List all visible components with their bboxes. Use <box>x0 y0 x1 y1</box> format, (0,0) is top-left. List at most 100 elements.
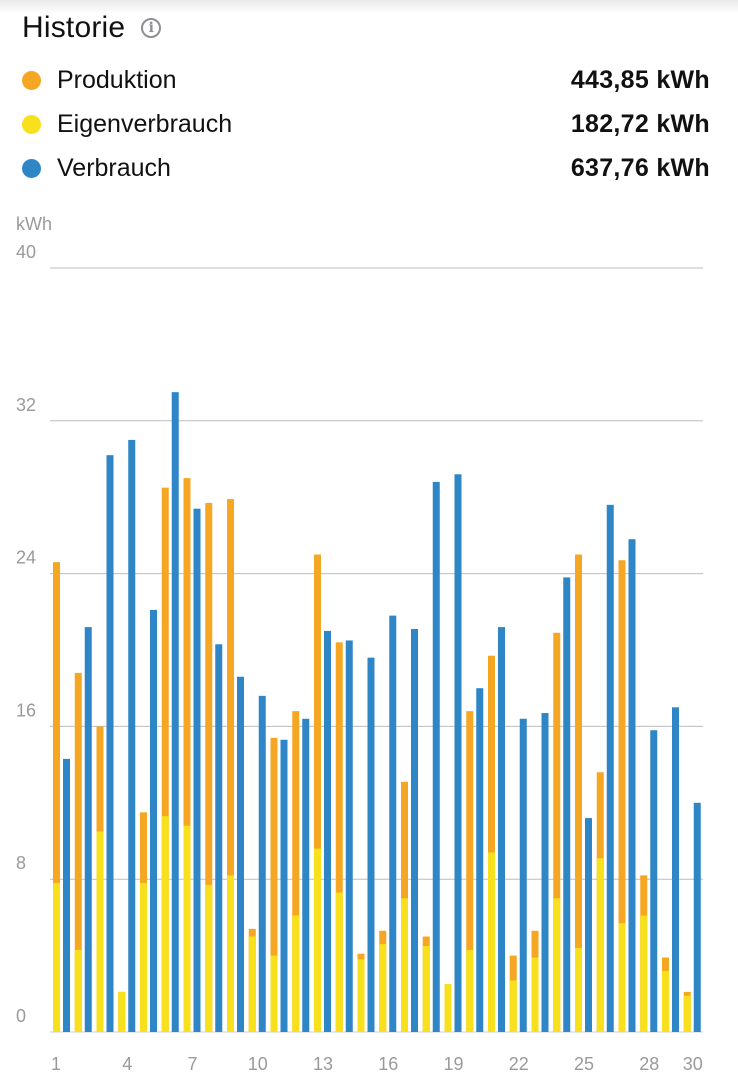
bar-verbrauch-15 <box>367 657 375 1032</box>
page-title: Historie <box>22 11 126 44</box>
y-tick-label-16: 16 <box>16 700 36 720</box>
bar-eigenverbrauch-25 <box>575 947 582 1032</box>
bar-verbrauch-28 <box>650 730 658 1032</box>
bar-eigenverbrauch-23 <box>531 957 539 1032</box>
x-tick-label-25: 25 <box>574 1054 594 1074</box>
legend-dot-produktion <box>22 70 41 90</box>
bar-eigenverbrauch-12 <box>292 915 300 1032</box>
bar-verbrauch-30 <box>693 802 701 1032</box>
bar-produktion-9 <box>227 499 234 1032</box>
bar-produktion-6 <box>161 487 169 1032</box>
bar-produktion-27 <box>618 560 626 1032</box>
y-unit-label: kWh <box>16 214 52 234</box>
bar-verbrauch-12 <box>302 718 310 1032</box>
bar-eigenverbrauch-13 <box>314 848 321 1032</box>
bar-produktion-20 <box>466 711 474 1032</box>
x-tick-label-30: 30 <box>683 1054 703 1074</box>
bar-verbrauch-21 <box>498 627 505 1032</box>
bar-verbrauch-1 <box>63 758 70 1032</box>
bar-chart: kWh 0 8 16 24 32 40 1 4 7 10 13 16 19 22 25 28 30 <box>16 214 703 1074</box>
legend-value-produktion: 443,85 kWh <box>570 65 710 94</box>
x-tick-label-7: 7 <box>187 1054 197 1074</box>
bar-eigenverbrauch-8 <box>205 884 213 1032</box>
bar-verbrauch-19 <box>454 474 462 1032</box>
bar-verbrauch-26 <box>606 504 614 1033</box>
bar-verbrauch-17 <box>411 628 418 1032</box>
bar-produktion-2 <box>74 672 82 1032</box>
bar-produktion-21 <box>488 655 495 1032</box>
bar-verbrauch-8 <box>215 644 223 1032</box>
bar-eigenverbrauch-19 <box>444 984 452 1032</box>
legend-label-produktion: Produktion <box>57 65 177 94</box>
x-tick-label-13: 13 <box>313 1054 333 1074</box>
legend-dot-eigenverbrauch <box>22 114 41 134</box>
bar-eigenverbrauch-24 <box>553 898 561 1032</box>
bar-verbrauch-14 <box>345 640 353 1032</box>
bar-verbrauch-20 <box>476 688 484 1032</box>
history-header: Historie i <box>22 8 162 48</box>
bar-eigenverbrauch-30 <box>683 995 691 1032</box>
bar-produktion-11 <box>270 737 278 1032</box>
bar-verbrauch-11 <box>280 739 288 1032</box>
bar-verbrauch-4 <box>128 439 136 1032</box>
bar-eigenverbrauch-26 <box>596 858 604 1032</box>
bar-verbrauch-18 <box>432 481 440 1032</box>
bar-produktion-24 <box>553 632 561 1032</box>
legend-dot-verbrauch <box>22 158 41 178</box>
bar-eigenverbrauch-2 <box>74 949 82 1032</box>
y-tick-label-0: 0 <box>16 1006 26 1026</box>
bar-verbrauch-9 <box>237 676 244 1032</box>
legend-label-verbrauch: Verbrauch <box>57 153 171 182</box>
bar-verbrauch-29 <box>672 707 679 1032</box>
bar-eigenverbrauch-1 <box>53 883 60 1032</box>
bar-eigenverbrauch-21 <box>488 852 495 1032</box>
bar-verbrauch-16 <box>389 615 397 1032</box>
bar-eigenverbrauch-16 <box>379 944 387 1032</box>
bar-eigenverbrauch-27 <box>618 923 626 1032</box>
bar-verbrauch-23 <box>541 713 549 1032</box>
legend-value-eigenverbrauch: 182,72 kWh <box>570 109 710 138</box>
bar-verbrauch-24 <box>563 577 571 1032</box>
x-tick-label-19: 19 <box>443 1054 463 1074</box>
bar-verbrauch-5 <box>150 609 157 1032</box>
bar-eigenverbrauch-6 <box>161 816 169 1032</box>
legend-item-eigenverbrauch: Eigenverbrauch 182,72 kWh <box>22 102 710 146</box>
top-fade <box>0 0 738 14</box>
bar-eigenverbrauch-28 <box>640 915 648 1032</box>
bar-verbrauch-13 <box>324 630 331 1032</box>
bar-verbrauch-10 <box>258 695 266 1032</box>
grid: 0 8 16 24 32 40 <box>16 242 703 1033</box>
bar-verbrauch-7 <box>193 508 201 1032</box>
x-tick-label-1: 1 <box>51 1054 61 1074</box>
bar-eigenverbrauch-5 <box>140 883 147 1032</box>
bar-eigenverbrauch-7 <box>183 825 191 1032</box>
x-tick-label-16: 16 <box>378 1054 398 1074</box>
info-circle-icon[interactable]: i <box>141 18 162 38</box>
legend-value-verbrauch: 637,76 kWh <box>570 153 710 182</box>
y-tick-label-24: 24 <box>16 548 36 568</box>
bar-eigenverbrauch-14 <box>335 892 343 1032</box>
x-tick-label-28: 28 <box>639 1054 659 1074</box>
bar-eigenverbrauch-18 <box>422 946 430 1032</box>
bar-eigenverbrauch-20 <box>466 949 474 1032</box>
bar-verbrauch-2 <box>84 627 92 1032</box>
bar-produktion-14 <box>335 642 343 1032</box>
bar-produktion-12 <box>292 711 300 1032</box>
y-tick-label-32: 32 <box>16 395 36 415</box>
bar-produktion-13 <box>314 554 321 1032</box>
bar-produktion-7 <box>183 478 191 1033</box>
bar-eigenverbrauch-9 <box>227 875 234 1032</box>
x-axis: 1 4 7 10 13 16 19 22 25 28 30 <box>51 1054 703 1074</box>
bar-eigenverbrauch-4 <box>118 991 126 1032</box>
x-tick-label-4: 4 <box>122 1054 132 1074</box>
bar-eigenverbrauch-22 <box>509 980 517 1032</box>
bar-verbrauch-27 <box>628 539 636 1032</box>
bar-verbrauch-6 <box>171 392 179 1032</box>
bar-produktion-1 <box>53 562 60 1032</box>
x-tick-label-22: 22 <box>509 1054 529 1074</box>
bar-eigenverbrauch-3 <box>96 831 104 1032</box>
y-tick-label-40: 40 <box>16 242 36 262</box>
bar-eigenverbrauch-17 <box>401 898 408 1032</box>
bar-eigenverbrauch-15 <box>357 959 365 1032</box>
bar-produktion-25 <box>575 554 582 1032</box>
